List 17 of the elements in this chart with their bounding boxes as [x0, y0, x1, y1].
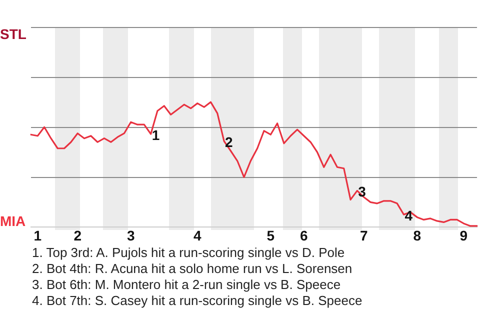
text: MIA	[0, 213, 26, 229]
text: 4. Bot 7th: S. Casey hit a run-scoring single vs B. Speece	[32, 293, 362, 309]
text: 3. Bot 6th: M. Montero hit a 2-run single vs B. Speece	[32, 277, 342, 293]
text: STL	[0, 26, 26, 42]
x-tick-label: 1	[34, 227, 42, 244]
x-tick-label: 9	[460, 227, 468, 244]
annotation: 2	[225, 134, 234, 150]
x-tick-label: 5	[266, 227, 275, 244]
text: 2. Bot 4th: R. Acuna hit a solo home run vs L. Sorensen	[32, 261, 354, 277]
x-tick-label: 2	[74, 227, 82, 244]
x-tick-label: 6	[300, 227, 308, 244]
annotation: 1	[152, 126, 160, 143]
x-tick-label: 8	[413, 227, 422, 244]
x-tick-label: 4	[194, 227, 202, 244]
text: 1. Top 3rd: A. Pujols hit a run-scoring single vs D. Pole	[32, 245, 346, 261]
x-tick-label: 3	[126, 227, 135, 244]
x-tick-label: 7	[360, 227, 368, 244]
